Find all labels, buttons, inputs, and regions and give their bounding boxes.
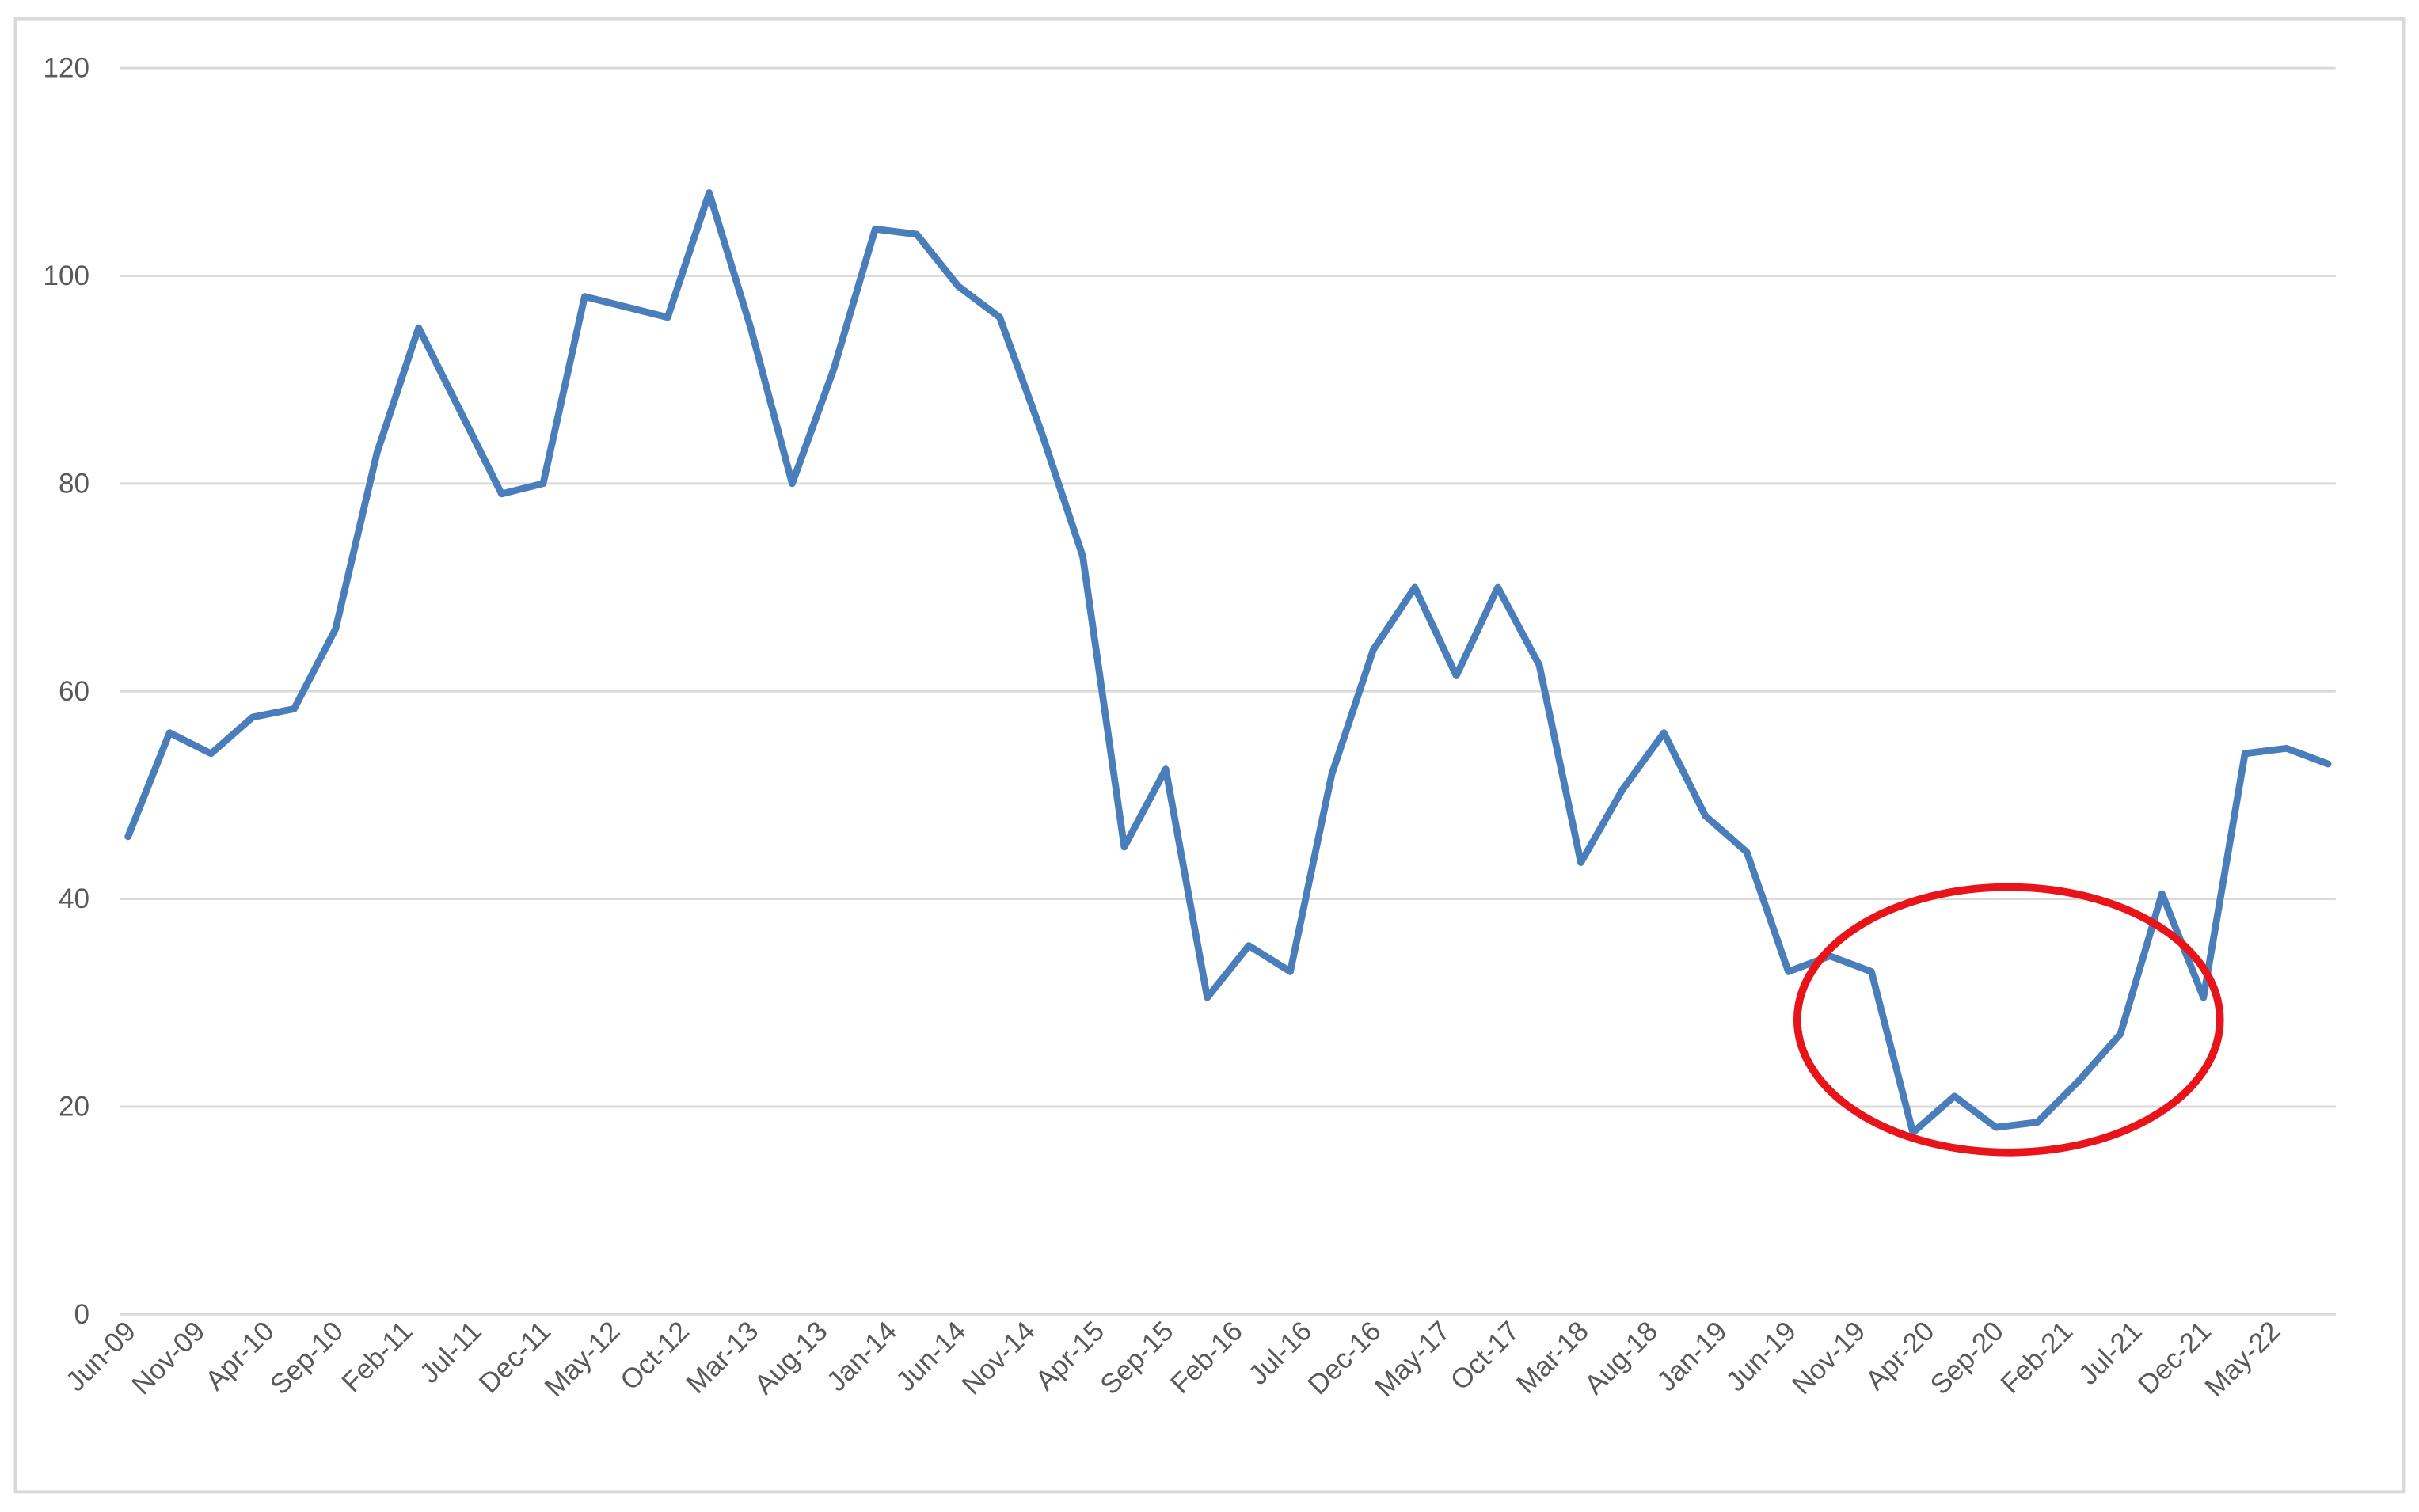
y-tick-label: 80 <box>59 468 89 499</box>
chart-frame <box>13 17 2406 1494</box>
y-tick-label: 120 <box>43 53 89 84</box>
y-tick-label: 0 <box>74 1299 89 1330</box>
y-tick-label: 100 <box>43 260 89 291</box>
y-tick-label: 40 <box>59 883 89 914</box>
y-tick-label: 60 <box>59 676 89 707</box>
y-tick-label: 20 <box>59 1092 89 1123</box>
data-line <box>124 189 2332 1137</box>
highlight-ellipse <box>1793 883 2224 1157</box>
